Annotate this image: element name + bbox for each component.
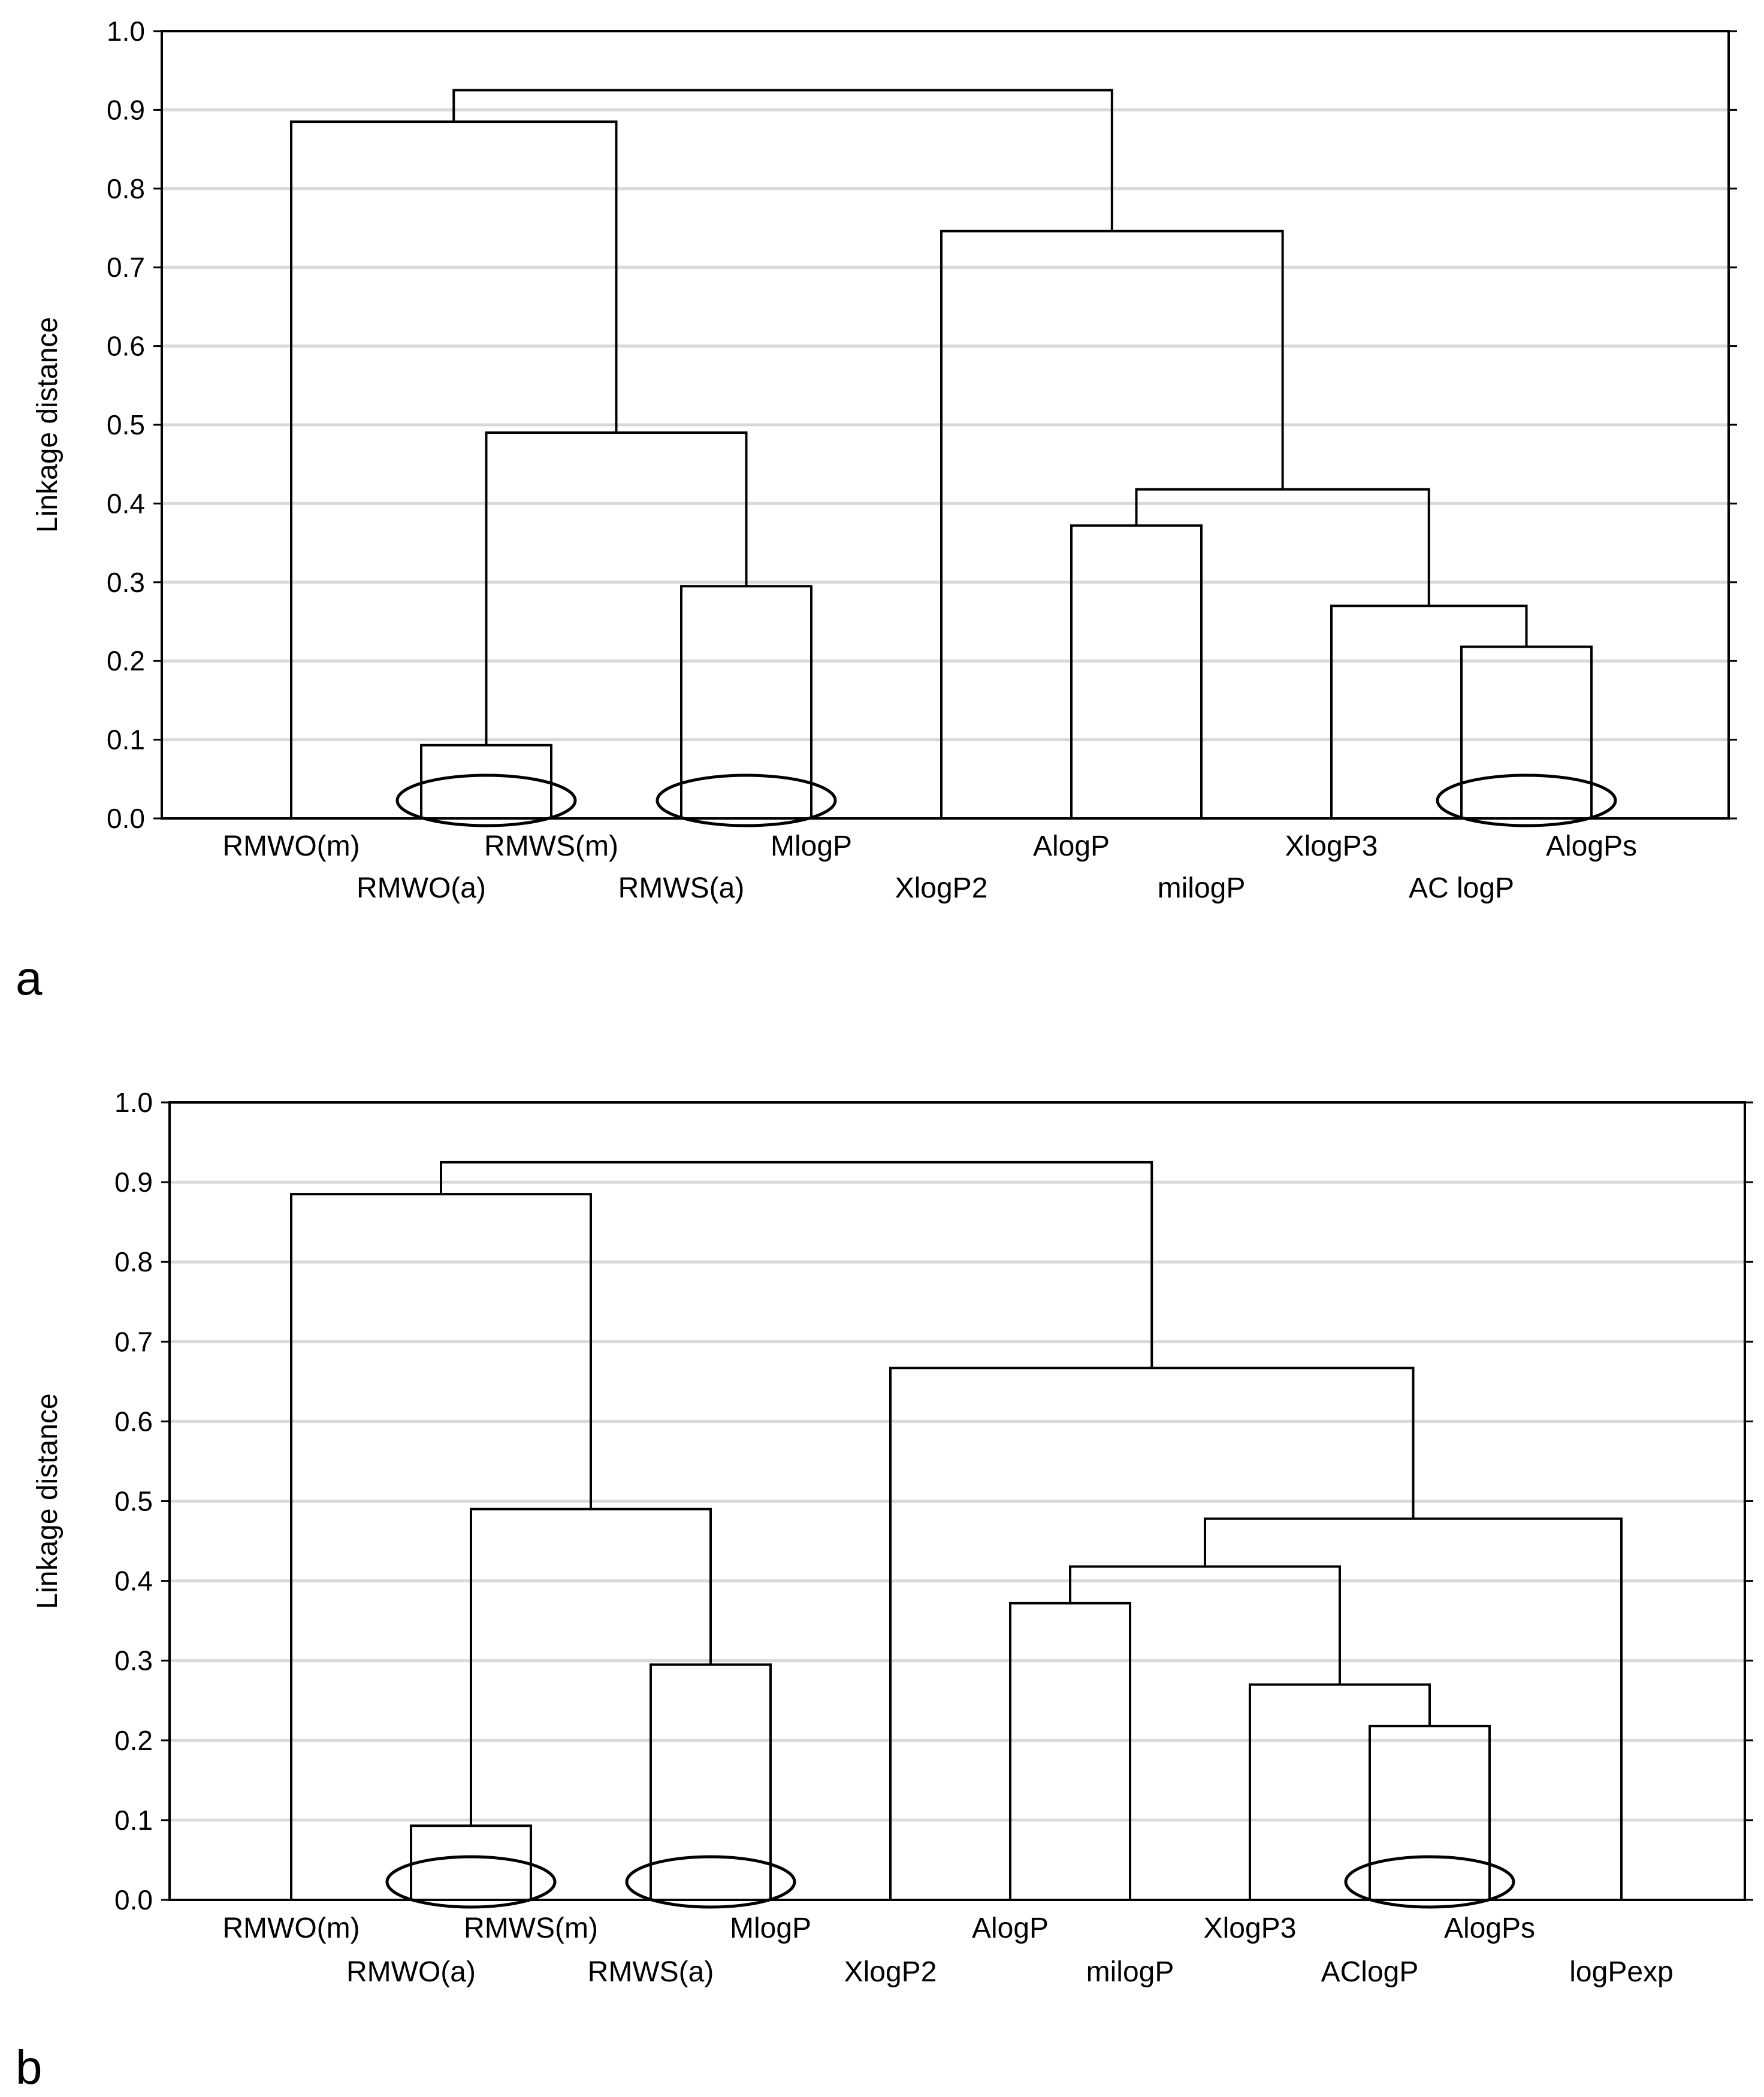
dendrogram-link	[410, 1824, 532, 1900]
y-axis-label: Linkage distance	[32, 317, 64, 533]
dendrogram-link	[680, 585, 812, 818]
dendrogram-link	[470, 1507, 712, 1826]
y-tick-label: 0.5	[114, 1486, 153, 1517]
leaf-label: AlogPs	[1546, 830, 1637, 862]
y-tick-label: 0.6	[114, 1406, 153, 1437]
leaf-label: XlogP2	[844, 1956, 937, 1988]
dendrogram-link	[1070, 524, 1203, 818]
y-tick-label: 0.3	[107, 567, 145, 598]
leaf-label: RMWS(a)	[618, 872, 745, 904]
y-tick-label: 0.1	[107, 724, 145, 756]
dendrogram-link	[1204, 1517, 1623, 1900]
dendrogram-link	[420, 744, 552, 818]
y-tick-label: 1.0	[114, 1087, 153, 1118]
y-tick-label: 0.9	[114, 1167, 153, 1198]
dendrogram-link	[1330, 605, 1528, 818]
leaf-label: RMWO(a)	[357, 872, 486, 904]
dendrogram-link	[1460, 645, 1593, 818]
dendrogram-link	[1009, 1602, 1131, 1900]
leaf-label: RMWS(m)	[464, 1912, 598, 1944]
dendrogram-link	[452, 89, 1113, 231]
highlight-ellipse	[1344, 1855, 1515, 1909]
y-tick-label: 0.8	[107, 173, 145, 204]
leaf-label: milogP	[1086, 1956, 1174, 1988]
y-tick-label: 0.9	[107, 94, 145, 125]
dendrogram-link	[1069, 1565, 1341, 1685]
y-tick-label: 0.6	[107, 331, 145, 362]
dendrogram-link	[650, 1663, 772, 1900]
leaf-label: RMWO(m)	[222, 830, 360, 862]
dendrogram-link	[290, 1193, 592, 1900]
leaf-label: MlogP	[730, 1912, 811, 1944]
dendrogram-link	[1249, 1683, 1431, 1900]
leaf-label: AlogP	[1033, 830, 1110, 862]
leaf-label: XlogP3	[1285, 830, 1378, 862]
dendrogram-link	[440, 1161, 1153, 1368]
leaf-label: XlogP3	[1204, 1912, 1297, 1944]
leaf-label: RMWS(a)	[588, 1956, 714, 1988]
leaf-label: RMWS(m)	[484, 830, 618, 862]
y-tick-label: 0.2	[114, 1725, 153, 1756]
dendrogram-panel-b: 0.0 0.1 0.2 0.3 0.4 0.5 0.6 0.7 0.8 0.9 1.0 Linkag…	[16, 1087, 1753, 2094]
highlight-ellipse	[385, 1855, 557, 1909]
highlight-ellipse	[395, 773, 577, 827]
leaf-label: AlogPs	[1444, 1912, 1535, 1944]
y-tick-label: 0.2	[107, 645, 145, 676]
highlight-ellipse	[1436, 773, 1617, 827]
panel-label-b: b	[16, 2041, 43, 2094]
y-tick-label: 0.7	[107, 252, 145, 283]
y-tick-label: 0.0	[107, 803, 145, 834]
leaf-label: MlogP	[771, 830, 852, 862]
leaf-label: RMWO(m)	[222, 1912, 360, 1944]
dendrogram-link	[1135, 488, 1430, 606]
y-tick-label: 0.4	[107, 488, 145, 519]
y-tick-label: 0.8	[114, 1246, 153, 1277]
y-tick-label: 0.1	[114, 1805, 153, 1836]
leaf-label: milogP	[1158, 872, 1246, 904]
highlight-ellipse	[625, 1855, 796, 1909]
y-tick-label: 0.0	[114, 1884, 153, 1915]
dendrogram-link	[1369, 1724, 1491, 1900]
dendrogram-panel-a: 0.0 0.1 0.2 0.3 0.4 0.5 0.6 0.7 0.8 0.9 1.0 Linkag…	[16, 16, 1737, 1005]
highlight-ellipse	[656, 773, 837, 827]
y-tick-label: 0.7	[114, 1326, 153, 1357]
leaf-label: RMWO(a)	[346, 1956, 476, 1988]
dendrogram-link	[290, 120, 618, 818]
y-tick-label: 1.0	[107, 16, 145, 47]
leaf-label: XlogP2	[895, 872, 988, 904]
dendrogram-link	[485, 431, 748, 745]
leaf-label: logPexp	[1569, 1956, 1673, 1988]
leaf-label: AC logP	[1409, 872, 1514, 904]
panel-label-a: a	[16, 951, 43, 1005]
leaf-label: AlogP	[972, 1912, 1049, 1944]
y-tick-label: 0.4	[114, 1566, 153, 1597]
y-axis-label: Linkage distance	[32, 1393, 64, 1609]
y-tick-label: 0.5	[107, 409, 145, 440]
y-tick-label: 0.3	[114, 1645, 153, 1676]
leaf-label: AClogP	[1321, 1956, 1419, 1988]
